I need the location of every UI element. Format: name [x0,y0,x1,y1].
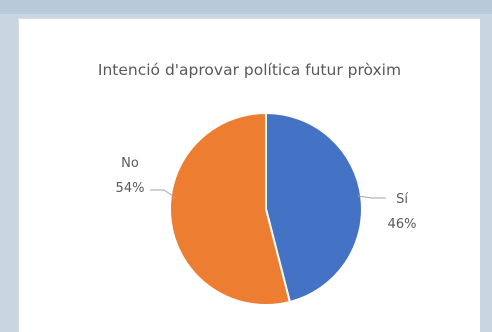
pie-slice-si [265,111,363,304]
chart-title: Intenció d'aprovar política futur pròxim [97,61,402,79]
data-label-percent-si: 46% [388,217,417,232]
leader-lines [150,189,386,199]
data-label-name-si: Sí [396,192,408,207]
pie-slices [169,111,363,306]
leader-line-no [150,189,177,199]
pie-slice-no [169,111,292,306]
leader-line-si [357,195,386,199]
data-label-percent-no: 54% [116,181,145,196]
data-labels: Sí 46% No 54% [116,156,417,232]
data-label-name-no: No [121,156,139,171]
